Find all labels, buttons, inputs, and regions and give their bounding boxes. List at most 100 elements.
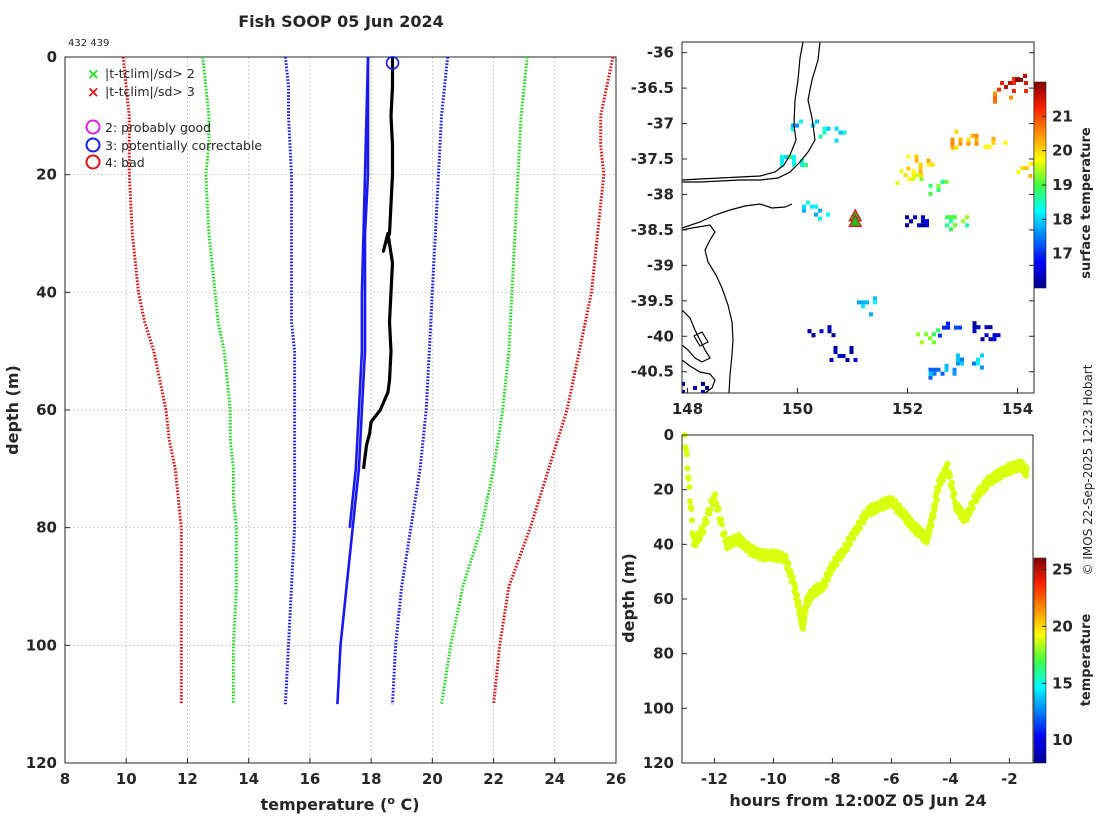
map-ticks: 148 150 152 154 -36 -36.5 -37 -37.5 -38 -38.5 -39 -… [631,44,1034,418]
sst-cell [936,367,941,372]
sst-cell [949,227,953,232]
sst-cell [992,337,997,342]
sst-cell [921,215,925,220]
sst-cell [960,361,964,366]
sst-cell [693,385,697,390]
map-ytick-label: -36 [647,44,674,62]
track-xlabel: hours from 12:00Z 05 Jun 24 [729,791,986,810]
track-xtick-label: -10 [760,770,787,788]
flag-circle-marker [385,56,400,70]
legend-label-2: 2: probably good [105,120,211,135]
sst-cell [925,219,929,224]
track-point [951,490,958,497]
profile-xtick-label: 22 [483,770,504,788]
sst-cell [924,332,928,337]
sst-cell [814,212,818,217]
track-point [969,505,976,512]
sst-cell [972,321,977,326]
legend-label-3: 3: potentially correctable [105,138,262,153]
sst-patch [682,381,709,393]
sst-cell [926,158,931,163]
sst-cell [974,141,979,146]
sst-cb-tick-label: 18 [1052,210,1073,228]
track-point [713,499,720,506]
sst-cell [841,354,846,358]
track-point [1023,465,1030,472]
track-point [948,479,955,486]
profile-xtick-label: 12 [177,770,198,788]
profile-ticks: 8 10 12 14 16 18 20 22 24 26 0 20 40 60 80 100 120 [26,48,627,788]
sst-cell [980,365,984,370]
coastline-tasmania [682,359,716,393]
legend-x-green-icon: × [87,65,100,83]
sst-cell [966,137,971,142]
track-point [785,560,792,567]
profile-ytick-label: 80 [36,519,57,537]
sst-cell [928,375,933,380]
sst-cell [921,219,925,224]
track-point [795,601,802,608]
sst-cell [788,155,792,159]
sst-cell [954,145,959,150]
sst-cell [818,216,822,221]
sst-cell [705,385,709,390]
temp-cb-tick-label: 15 [1052,674,1073,692]
station-markers [848,208,863,227]
map-xtick-label: 152 [892,400,923,418]
sst-cell [932,340,936,345]
legend-circle-red-icon [85,154,101,170]
sst-cell [958,137,963,142]
series-clim-2sd-upper [348,56,370,528]
legend-circle-magenta-icon [85,119,101,135]
track-point [847,541,854,548]
sst-cell [849,350,854,354]
sst-cell [682,389,685,393]
track-point [944,460,951,467]
sst-cell [952,371,957,376]
sst-cell [833,350,838,354]
track-point [930,512,937,519]
track-point [947,473,953,480]
sst-cell [920,340,924,345]
sst-cell [818,208,822,213]
sst-cell [988,337,993,342]
sst-cell [907,177,912,182]
track-background [682,435,1033,763]
track-point [940,477,946,484]
sst-cell [1009,95,1013,100]
sst-cell [819,329,824,334]
sst-cell [940,179,945,184]
sst-cell [911,177,916,182]
sst-cell [972,329,977,334]
sst-cell [993,91,997,96]
sst-cell [940,371,945,376]
track-ytick-label: 0 [664,426,674,444]
sst-cell [961,219,965,224]
track-point [688,505,695,512]
sst-cell [956,361,960,366]
sst-cell [1015,77,1019,82]
sst-cell [861,304,865,309]
sst-cell [829,358,834,362]
series-clim-1sd [391,56,450,705]
track-ytick-label: 120 [643,754,674,772]
map-ytick-label: -38.5 [631,221,674,239]
sst-cell [814,204,818,209]
track-point [794,592,800,599]
credit-text: © IMOS 22-Sep-2025 12:23 Hobart [1081,364,1095,575]
sst-cb-tick-label: 20 [1052,142,1073,160]
sst-cell [917,223,921,228]
sst-cell [1023,73,1027,78]
sst-cell [958,141,963,146]
sst-cell [996,333,1001,338]
sst-cell [992,333,997,338]
sst-cell [831,333,836,338]
track-ytick-label: 20 [653,481,674,499]
sst-cell [925,223,929,228]
sst-cell [970,133,975,138]
sst-cell [919,177,924,182]
track-point [707,506,714,513]
sst-patch [895,169,924,186]
sst-cell [954,129,959,134]
sst-cell [936,328,940,333]
